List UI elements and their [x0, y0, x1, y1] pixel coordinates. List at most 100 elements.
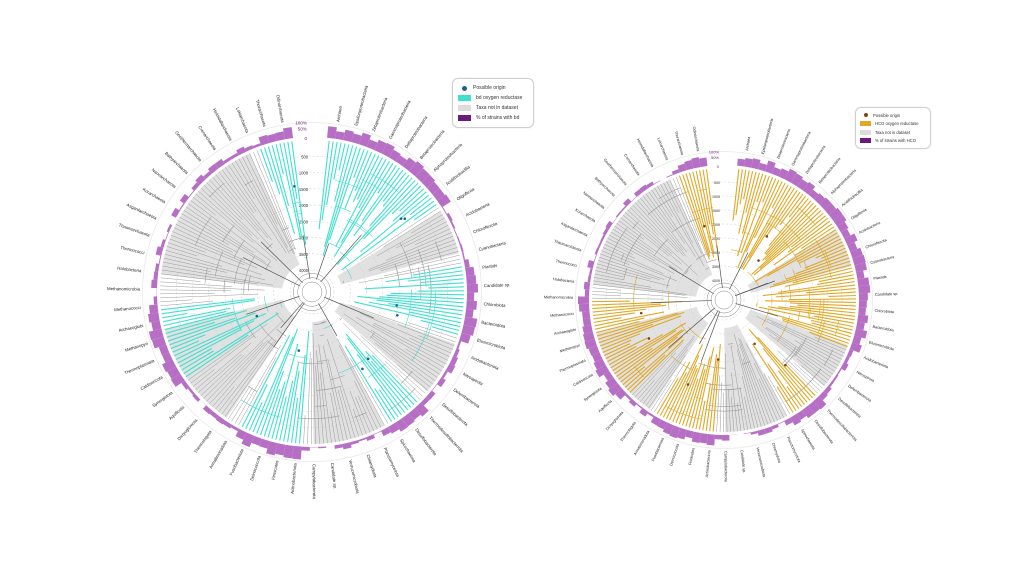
- terminal-branch: [160, 299, 192, 303]
- terminal-branch: [782, 318, 850, 341]
- terminal-branch: [365, 350, 415, 406]
- terminal-branch: [602, 339, 632, 353]
- stem-branch: [315, 243, 330, 280]
- terminal-branch: [390, 292, 464, 296]
- terminal-branch: [352, 153, 376, 202]
- terminal-branch: [592, 297, 665, 300]
- terminal-branch: [169, 238, 206, 253]
- strain-pct-bar: [784, 417, 793, 426]
- legend-bd: Possible origin bd oxygen reductase Taxa…: [452, 78, 534, 128]
- possible-origin-marker: [297, 349, 301, 352]
- terminal-branch: [702, 383, 711, 431]
- strain-pct-bar: [676, 427, 688, 440]
- strain-pct-bar: [662, 422, 674, 435]
- terminal-branch: [612, 330, 677, 372]
- terminal-branch: [742, 358, 765, 426]
- terminal-branch: [334, 144, 350, 202]
- terminal-branch: [354, 380, 378, 430]
- terminal-branch: [195, 342, 252, 390]
- terminal-branch: [785, 364, 816, 396]
- strain-pct-bar: [584, 289, 590, 297]
- strain-pct-bar: [251, 435, 262, 446]
- time-circle: [257, 237, 367, 347]
- stem-branch: [320, 234, 362, 283]
- strain-pct-bar: [166, 224, 173, 233]
- terminal-branch: [160, 289, 232, 292]
- terminal-branch: [279, 380, 294, 441]
- strain-pct-bar: [463, 316, 478, 328]
- taxon-label: Epsilonproteobacteria: [761, 117, 775, 154]
- strain-pct-bar: [441, 206, 447, 215]
- stem-branch: [735, 280, 775, 297]
- terminal-branch: [762, 205, 817, 261]
- terminal-branch: [796, 358, 827, 383]
- terminal-branch: [755, 232, 838, 282]
- terminal-branch: [340, 160, 390, 243]
- terminal-branch: [248, 401, 263, 431]
- terminal-branch: [431, 326, 459, 335]
- strain-pct-bar: [195, 174, 206, 185]
- terminal-branch: [360, 335, 426, 394]
- time-tick-label: 3500: [712, 265, 720, 269]
- terminal-branch: [162, 265, 274, 286]
- strain-pct-bar: [603, 371, 614, 381]
- terminal-branch: [790, 217, 829, 248]
- taxon-label: Methanococci: [114, 305, 141, 312]
- terminal-branch: [786, 386, 803, 408]
- strain-pct-bar: [334, 443, 344, 449]
- terminal-branch: [238, 158, 288, 248]
- terminal-branch: [420, 278, 464, 284]
- taxon-label: Thaumarchaeota: [554, 239, 583, 252]
- strain-pct-bar: [342, 442, 352, 450]
- terminal-branch: [610, 231, 681, 274]
- terminal-branch: [198, 190, 278, 262]
- clade-arc: [623, 233, 642, 266]
- terminal-branch: [298, 330, 310, 444]
- strain-pct-bar: [179, 193, 190, 204]
- terminal-branch: [363, 182, 419, 240]
- terminal-branch: [719, 382, 722, 432]
- terminal-branch: [252, 336, 294, 433]
- strain-pct-bar: [453, 348, 460, 358]
- terminal-branch: [162, 307, 231, 323]
- strain-pct-bar: [808, 189, 819, 200]
- taxon-label: Cyanobacteria: [870, 255, 896, 265]
- stem-branch: [716, 245, 723, 289]
- terminal-branch: [771, 322, 844, 357]
- terminal-branch: [315, 365, 320, 444]
- terminal-branch: [654, 361, 687, 413]
- legend-not-in-dataset-label: Taxa not in dataset: [875, 129, 911, 135]
- legend-row-strain-pct: % of strains with bd: [458, 113, 528, 123]
- terminal-branch: [764, 207, 819, 261]
- strain-pct-bar: [223, 156, 232, 164]
- taxon-label: Geothermarchaeota: [603, 158, 629, 187]
- clade-arc: [747, 271, 757, 283]
- strain-pct-bar: [160, 239, 166, 248]
- clade-arc: [706, 259, 717, 264]
- strain-pct-bar: [843, 355, 850, 364]
- terminal-branch: [773, 223, 833, 266]
- time-tick-label: 4000: [299, 268, 309, 273]
- terminal-branch: [344, 150, 369, 210]
- clade-arc: [297, 362, 324, 365]
- strain-pct-bar: [209, 410, 219, 420]
- strain-pct-bar: [653, 180, 661, 185]
- terminal-branch: [768, 306, 855, 321]
- terminal-branch: [616, 223, 683, 271]
- terminal-branch: [753, 215, 826, 276]
- strain-pct-bar: [275, 131, 285, 142]
- terminal-branch: [386, 294, 464, 300]
- strain-pct-bar: [828, 207, 843, 221]
- not-in-dataset-swatch-icon: [860, 129, 871, 135]
- strain-pct-bar: [446, 212, 453, 222]
- origin-dot-icon: [462, 85, 467, 91]
- strain-pct-bar: [149, 304, 159, 314]
- terminal-branch: [739, 387, 749, 430]
- stem-branch: [650, 300, 713, 304]
- strain-pct-bar: [266, 133, 277, 144]
- strain-pct-bar: [350, 439, 360, 445]
- terminal-branch: [361, 167, 401, 222]
- strain-pct-bar: [808, 401, 821, 414]
- legend-origin-label: Possible origin: [873, 112, 901, 118]
- terminal-branch: [263, 389, 281, 437]
